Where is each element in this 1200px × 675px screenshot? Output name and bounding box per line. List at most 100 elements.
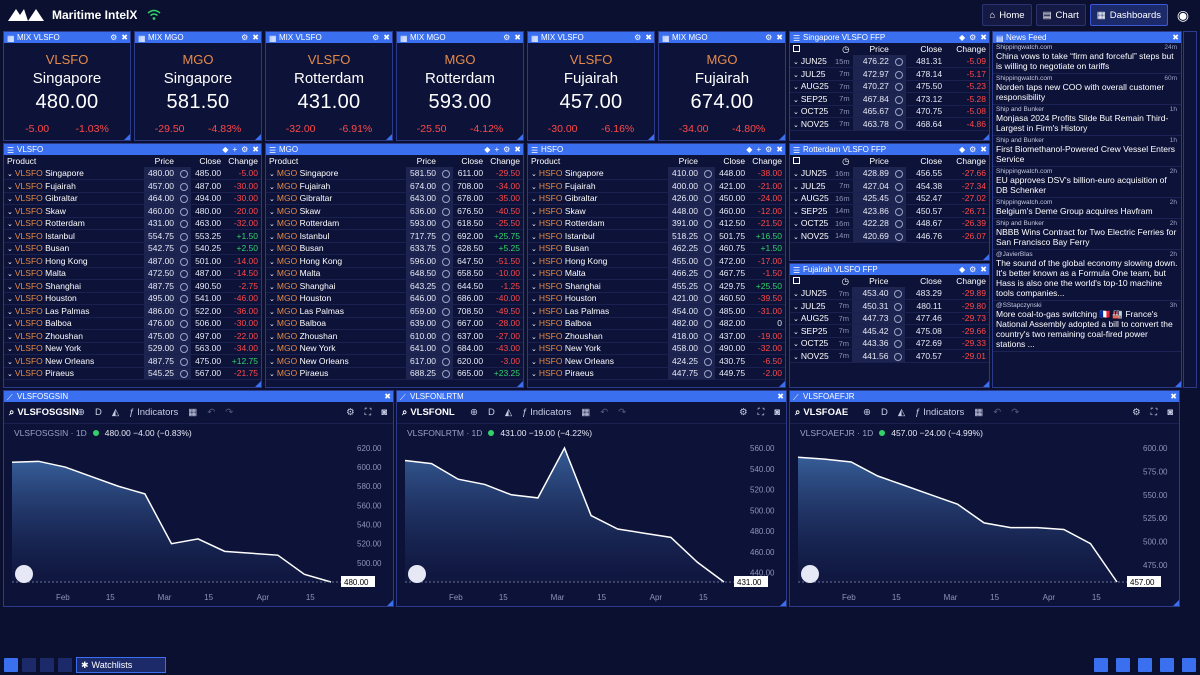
news-item[interactable]: Ship and Bunker 1h Monjasa 2024 Profits … — [993, 105, 1181, 136]
table-row[interactable]: ⌄ VLSFO Hong Kong 487.00 501.00 -14.00 — [4, 254, 261, 268]
chevron-down-icon[interactable]: ⌄ — [269, 333, 275, 341]
layers-icon[interactable]: ◆ — [958, 145, 966, 154]
close-icon[interactable]: ✖ — [514, 145, 521, 154]
table-row[interactable]: ⌄ HSFO New Orleans 424.25 430.75 -6.50 — [528, 354, 785, 368]
table-row[interactable]: ⌄ MGO Shanghai 643.25 644.50 -1.25 — [266, 279, 523, 293]
chevron-down-icon[interactable]: ⌄ — [793, 316, 799, 324]
chevron-down-icon[interactable]: ⌄ — [793, 121, 799, 129]
chevron-down-icon[interactable]: ⌄ — [269, 183, 275, 191]
table-row[interactable]: ⌄ SEP25 7m 467.84 473.12 -5.28 — [790, 92, 989, 106]
chart-area[interactable]: 500.00 520.00 540.00 560.00 580.00 600.00 620.… — [4, 424, 393, 607]
table-row[interactable]: ⌄ JUL25 7m 472.97 478.14 -5.17 — [790, 67, 989, 81]
col-header[interactable]: Change — [944, 275, 989, 287]
chevron-down-icon[interactable]: ⌄ — [793, 208, 799, 216]
keyboard-icon[interactable] — [1116, 658, 1130, 672]
table-row[interactable]: ⌄ SEP25 14m 423.86 450.57 -26.71 — [790, 204, 989, 218]
layers-icon[interactable]: ◆ — [222, 145, 229, 154]
interval-button[interactable]: D — [487, 407, 495, 418]
col-header[interactable]: Product — [266, 155, 406, 167]
chevron-down-icon[interactable]: ⌄ — [269, 358, 275, 366]
table-row[interactable]: ⌄ HSFO Las Palmas 454.00 485.00 -31.00 — [528, 304, 785, 318]
table-row[interactable]: ⌄ HSFO New York 458.00 490.00 -32.00 — [528, 342, 785, 355]
indicators-button[interactable]: ƒ Indicators — [129, 407, 179, 418]
chevron-down-icon[interactable]: ⌄ — [531, 283, 537, 291]
close-icon[interactable]: ✖ — [383, 33, 390, 42]
chart-area[interactable]: 475.00 500.00 525.00 550.00 575.00 600.00 457.… — [790, 424, 1179, 607]
close-icon[interactable]: ✖ — [384, 392, 391, 401]
table-row[interactable]: ⌄ VLSFO Istanbul 554.75 553.25 +1.50 — [4, 229, 261, 243]
gear-icon[interactable]: ⚙ — [241, 33, 249, 42]
chevron-down-icon[interactable]: ⌄ — [793, 59, 799, 66]
layout-icon[interactable]: ▦ — [188, 407, 198, 418]
table-row[interactable]: ⌄ MGO Las Palmas 659.00 708.50 -49.50 — [266, 304, 523, 318]
table-row[interactable]: ⌄ JUN25 7m 453.40 483.29 -29.89 — [790, 287, 989, 300]
add-icon[interactable]: + — [232, 145, 238, 154]
col-header[interactable]: Close — [905, 43, 946, 55]
col-header[interactable]: Price — [852, 155, 892, 167]
table-row[interactable]: ⌄ HSFO Shanghai 455.25 429.75 +25.50 — [528, 279, 785, 293]
table-row[interactable]: ⌄ VLSFO New Orleans 487.75 475.00 +12.75 — [4, 354, 261, 368]
add-compare-icon[interactable]: ⊕ — [77, 407, 85, 418]
table-row[interactable]: ⌄ VLSFO Gibraltar 464.00 494.00 -30.00 — [4, 192, 261, 205]
table-row[interactable]: ⌄ HSFO Malta 466.25 467.75 -1.50 — [528, 267, 785, 280]
gear-icon[interactable]: ⚙ — [969, 265, 977, 274]
chevron-down-icon[interactable]: ⌄ — [793, 196, 799, 204]
close-icon[interactable]: ✖ — [776, 145, 783, 154]
table-row[interactable]: ⌄ MGO New Orleans 617.00 620.00 -3.00 — [266, 354, 523, 368]
chevron-down-icon[interactable]: ⌄ — [793, 353, 799, 361]
close-icon[interactable]: ✖ — [252, 145, 259, 154]
table-row[interactable]: ⌄ MGO Houston 646.00 686.00 -40.00 — [266, 292, 523, 305]
col-header[interactable]: Change — [748, 155, 785, 167]
checkbox[interactable] — [793, 45, 800, 52]
table-row[interactable]: ⌄ MGO Zhoushan 610.00 637.00 -27.00 — [266, 329, 523, 343]
gear-icon[interactable]: ⚙ — [765, 145, 773, 154]
account-button[interactable]: ◉ — [1172, 4, 1194, 26]
col-header[interactable]: Price — [852, 43, 892, 55]
chevron-down-icon[interactable]: ⌄ — [269, 208, 275, 216]
add-icon[interactable]: + — [756, 145, 762, 154]
table-row[interactable]: ⌄ MGO Hong Kong 596.00 647.50 -51.50 — [266, 254, 523, 268]
chevron-down-icon[interactable]: ⌄ — [793, 341, 799, 349]
chevron-down-icon[interactable]: ⌄ — [269, 233, 275, 241]
interval-button[interactable]: D — [880, 407, 888, 418]
table-row[interactable]: ⌄ OCT25 7m 443.36 472.69 -29.33 — [790, 337, 989, 350]
news-item[interactable]: Shippingwatch.com 60m Norden taps new CO… — [993, 74, 1181, 105]
col-header[interactable]: Product — [528, 155, 668, 167]
table-row[interactable]: ⌄ VLSFO New York 529.00 563.00 -34.00 — [4, 342, 261, 355]
table-row[interactable]: ⌄ JUN25 16m 428.89 456.55 -27.66 — [790, 167, 989, 180]
chevron-down-icon[interactable]: ⌄ — [531, 196, 537, 204]
redo-icon[interactable]: ↷ — [225, 407, 234, 418]
table-row[interactable]: ⌄ VLSFO Balboa 476.00 506.00 -30.00 — [4, 317, 261, 330]
table-row[interactable]: ⌄ VLSFO Las Palmas 486.00 522.00 -36.00 — [4, 304, 261, 318]
col-header[interactable]: Close — [715, 155, 749, 167]
table-row[interactable]: ⌄ MGO Singapore 581.50 611.00 -29.50 — [266, 167, 523, 180]
table-row[interactable]: ⌄ HSFO Fujairah 400.00 421.00 -21.00 — [528, 179, 785, 193]
chevron-down-icon[interactable]: ⌄ — [269, 296, 275, 304]
chart-button[interactable]: ▤ Chart — [1035, 4, 1086, 26]
indicators-button[interactable]: ƒ Indicators — [915, 407, 965, 418]
table-row[interactable]: ⌄ VLSFO Malta 472.50 487.00 -14.50 — [4, 267, 261, 280]
chevron-down-icon[interactable]: ⌄ — [7, 333, 13, 341]
table-row[interactable]: ⌄ NOV25 14m 420.69 446.76 -26.07 — [790, 229, 989, 243]
gear-icon[interactable]: ⚙ — [110, 33, 118, 42]
table-row[interactable]: ⌄ NOV25 7m 441.56 470.57 -29.01 — [790, 349, 989, 363]
col-header[interactable]: Change — [224, 155, 261, 167]
layers-icon[interactable]: ◆ — [958, 33, 966, 42]
dashboards-button[interactable]: ▦ Dashboards — [1089, 4, 1168, 26]
camera-icon[interactable]: ◙ — [381, 407, 387, 418]
fullscreen-icon[interactable]: ⛶ — [364, 407, 372, 418]
table-row[interactable]: ⌄ HSFO Piraeus 447.75 449.75 -2.00 — [528, 367, 785, 380]
table-row[interactable]: ⌄ MGO Skaw 636.00 676.50 -40.50 — [266, 204, 523, 218]
table-row[interactable]: ⌄ MGO Istanbul 717.75 692.00 +25.75 — [266, 229, 523, 243]
chevron-down-icon[interactable]: ⌄ — [793, 291, 799, 298]
chevron-down-icon[interactable]: ⌄ — [269, 258, 275, 266]
col-header[interactable]: Price — [668, 155, 702, 167]
chevron-down-icon[interactable]: ⌄ — [7, 183, 13, 191]
chevron-down-icon[interactable]: ⌄ — [269, 371, 275, 379]
table-row[interactable]: ⌄ VLSFO Skaw 460.00 480.00 -20.00 — [4, 204, 261, 218]
symbol-search[interactable]: ⌕ VLSFOAE — [795, 407, 849, 418]
chevron-down-icon[interactable]: ⌄ — [531, 233, 537, 241]
table-row[interactable]: ⌄ VLSFO Piraeus 545.25 567.00 -21.75 — [4, 367, 261, 380]
table-row[interactable]: ⌄ MGO New York 641.00 684.00 -43.00 — [266, 342, 523, 355]
news-item[interactable]: Ship and Bunker 2h NBBB Wins Contract fo… — [993, 219, 1181, 250]
